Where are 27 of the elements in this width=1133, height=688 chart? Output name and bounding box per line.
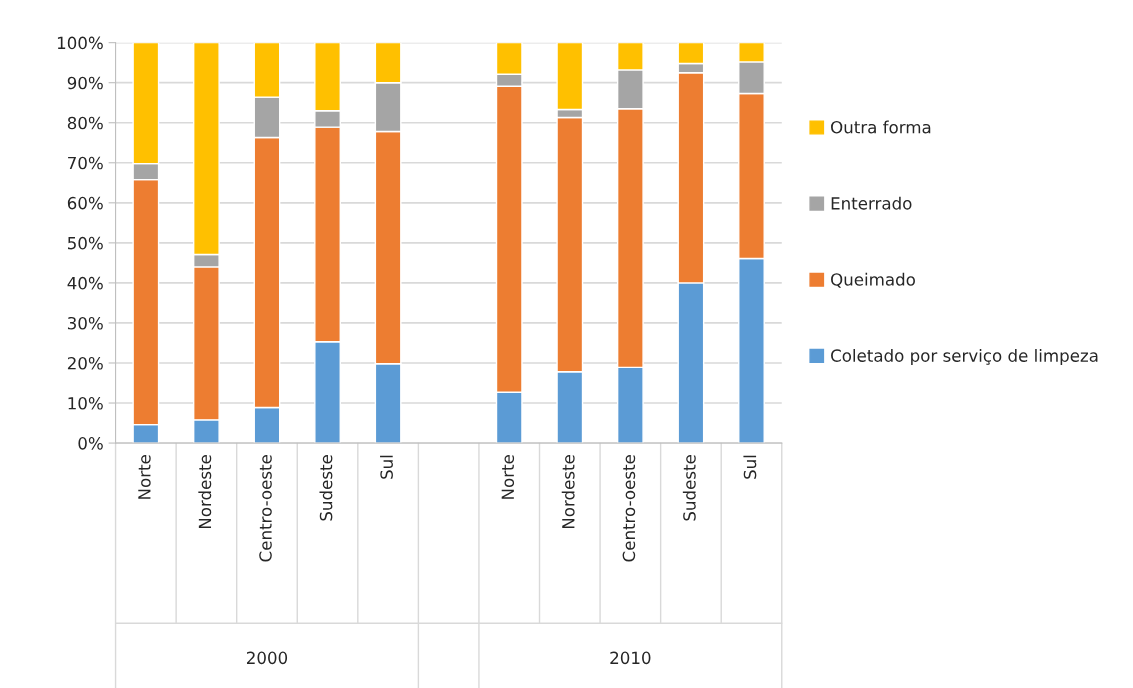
y-tick-label: 80% bbox=[67, 116, 103, 130]
x-tick-label: Norte bbox=[501, 455, 515, 499]
x-tick-label: Sudeste bbox=[319, 455, 333, 521]
text: 2000 bbox=[246, 651, 288, 665]
y-tick-label: 90% bbox=[67, 76, 103, 90]
y-tick-label: 60% bbox=[67, 196, 103, 210]
x-tick-label: Sul bbox=[743, 455, 757, 479]
y-tick-label: 70% bbox=[68, 156, 103, 170]
x-tick-label: Nordeste bbox=[561, 455, 575, 529]
y-tick-label: 100% bbox=[57, 36, 103, 50]
legend-label: Queimado bbox=[831, 272, 915, 288]
y-tick-label: 50% bbox=[68, 236, 103, 250]
legend-label: Outra forma bbox=[831, 120, 931, 134]
x-tick-label: Centro-oeste bbox=[622, 455, 636, 562]
y-tick-label: 40% bbox=[67, 276, 103, 290]
x-tick-label: Norte bbox=[138, 455, 151, 499]
x-tick-label: Sul bbox=[380, 455, 393, 479]
legend-label: Coletado por serviço de limpeza bbox=[831, 348, 1098, 366]
x-tick-label: Nordeste bbox=[198, 455, 212, 529]
y-tick-label: 10% bbox=[68, 396, 103, 410]
y-tick-label: 20% bbox=[67, 356, 103, 370]
text: 2010 bbox=[610, 651, 651, 665]
y-tick-label: 30% bbox=[67, 316, 103, 330]
x-tick-label: Centro-oeste bbox=[259, 455, 272, 562]
y-tick-label: 0% bbox=[78, 437, 103, 450]
x-tick-label: Sudeste bbox=[682, 455, 696, 521]
legend-label: Enterrado bbox=[831, 196, 912, 210]
